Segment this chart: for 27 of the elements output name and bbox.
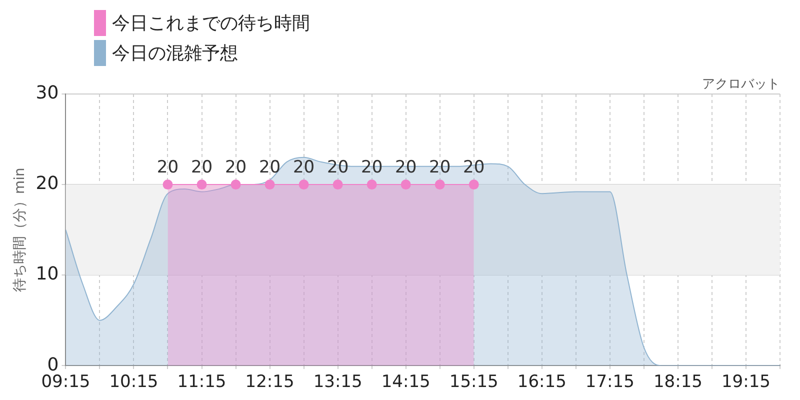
y-tick-label: 10 — [36, 264, 59, 285]
y-tick-label: 20 — [36, 173, 59, 194]
data-label: 20 — [190, 157, 213, 178]
data-label: 20 — [156, 157, 179, 178]
x-tick-label: 17:15 — [585, 372, 634, 392]
x-tick-label: 13:15 — [313, 372, 362, 392]
x-tick-label: 16:15 — [517, 372, 566, 392]
data-label: 20 — [326, 157, 349, 178]
x-tick-label: 18:15 — [653, 372, 702, 392]
x-tick-label: 12:15 — [245, 372, 294, 392]
x-tick-label: 19:15 — [721, 372, 770, 392]
data-label: 20 — [395, 157, 417, 178]
data-label: 20 — [292, 157, 315, 178]
data-label: 20 — [429, 157, 451, 178]
data-label: 20 — [224, 157, 247, 178]
text: アクロバット — [702, 76, 780, 92]
data-label: 20 — [361, 157, 383, 178]
x-tick-label: 15:15 — [449, 372, 498, 392]
x-tick-label: 10:15 — [109, 372, 158, 392]
x-tick-label: 11:15 — [177, 372, 226, 392]
y-axis-title: 待ち時間（分）min — [12, 168, 28, 292]
x-tick-label: 14:15 — [381, 372, 430, 392]
legend-label: 今日の混雑予想 — [112, 42, 238, 65]
data-label: 20 — [463, 157, 485, 178]
legend-label: 今日これまでの待ち時間 — [112, 12, 310, 35]
data-label: 20 — [258, 157, 281, 178]
y-tick-label: 30 — [36, 82, 59, 104]
